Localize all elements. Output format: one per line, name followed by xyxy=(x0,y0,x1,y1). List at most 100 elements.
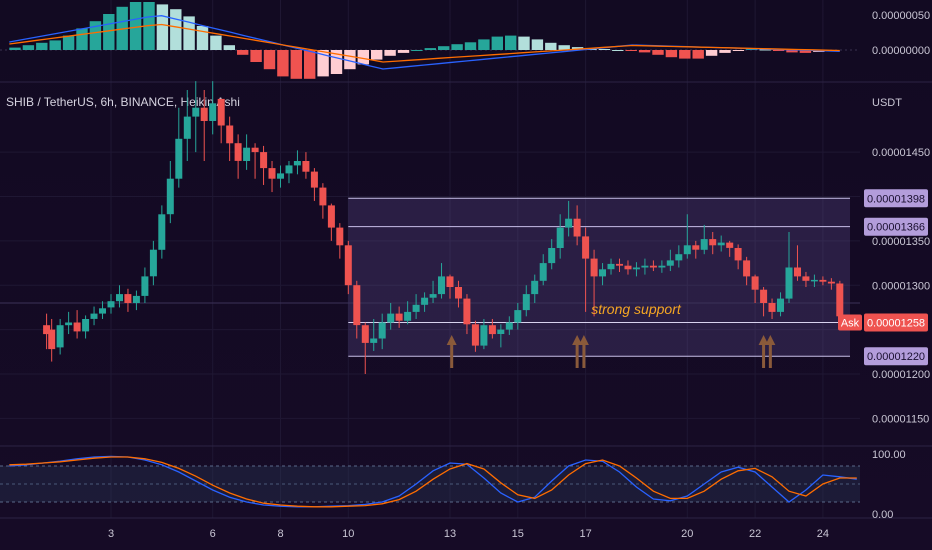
candle-body xyxy=(794,267,801,277)
macd-histogram-bar xyxy=(9,47,21,50)
macd-histogram-bar xyxy=(505,35,517,50)
candle-body xyxy=(760,289,768,303)
macd-pane: 0.00000050 0.00000000 xyxy=(0,2,930,79)
candle-body xyxy=(166,178,174,215)
candle-body xyxy=(302,161,310,172)
grid-lines xyxy=(0,0,932,519)
candle-body xyxy=(624,265,632,270)
price-tick-label: 0.00001200 xyxy=(872,369,930,381)
candle-body xyxy=(251,147,259,153)
time-tick-label: 24 xyxy=(817,528,829,540)
candle-body xyxy=(132,295,140,303)
candle-body xyxy=(590,258,598,277)
macd-histogram-bar xyxy=(210,35,222,50)
candle-body xyxy=(116,294,123,302)
macd-histogram-bar xyxy=(438,46,450,50)
candle-body xyxy=(607,263,615,270)
price-tick-label: 0.00001350 xyxy=(872,236,930,248)
candle-body xyxy=(268,168,276,179)
macd-histogram-bar xyxy=(746,49,758,50)
candle-body xyxy=(158,214,166,250)
stoch-d-line xyxy=(9,456,857,508)
stoch-tick-label: 0.00 xyxy=(872,509,893,521)
macd-histogram-bar xyxy=(598,49,611,50)
candle-body xyxy=(404,311,412,321)
macd-histogram-bar xyxy=(49,40,61,50)
level-value: 0.00001366 xyxy=(867,222,925,234)
price-channel xyxy=(0,197,860,357)
macd-histogram-bar xyxy=(679,50,691,59)
time-tick-label: 22 xyxy=(749,528,761,540)
macd-histogram-bar xyxy=(317,50,329,77)
up-arrow-icon xyxy=(758,335,769,368)
macd-histogram-bar xyxy=(464,42,477,50)
channel-fill xyxy=(348,198,851,357)
macd-histogram-bar xyxy=(719,50,731,53)
time-tick-label: 17 xyxy=(579,528,591,540)
candle-body xyxy=(717,242,725,246)
candle-body xyxy=(370,338,378,343)
candle-body xyxy=(683,245,691,255)
candle-body xyxy=(658,265,666,268)
macd-histogram-bar xyxy=(36,42,48,50)
candle-body xyxy=(768,303,776,312)
candle-body xyxy=(666,260,674,266)
chart-title: SHIB / TetherUS, 6h, BINANCE, Heikin Ash… xyxy=(6,95,240,109)
candle-body xyxy=(836,283,844,317)
candle-body xyxy=(124,294,132,303)
macd-tick-label: 0.00000050 xyxy=(872,10,930,22)
macd-histogram-bar xyxy=(625,50,637,51)
macd-histogram-bar xyxy=(196,26,209,50)
macd-histogram-bar xyxy=(478,39,490,50)
macd-tick-label: 0.00000000 xyxy=(872,45,930,57)
macd-histogram-bar xyxy=(156,4,169,50)
candle-body xyxy=(260,152,268,169)
candle-body xyxy=(548,248,556,264)
candle-body xyxy=(141,276,149,296)
candle-body xyxy=(556,227,564,248)
candle-body xyxy=(90,313,98,319)
macd-histogram-bar xyxy=(665,50,678,58)
candle-body xyxy=(751,276,759,290)
level-price-tag: 0.00001398 xyxy=(864,189,928,208)
price-axis: 0.00001450 0.00001350 0.00001300 0.00001200… xyxy=(872,147,930,425)
macd-histogram-bar xyxy=(759,49,771,51)
macd-histogram-bar xyxy=(411,50,423,51)
macd-histogram-bar xyxy=(612,50,624,51)
macd-histogram-bar xyxy=(344,50,356,70)
candle-body xyxy=(429,294,437,298)
macd-histogram-bar xyxy=(531,39,544,50)
candle-body xyxy=(361,325,369,343)
candle-body xyxy=(43,325,51,335)
candle-body xyxy=(107,301,115,308)
candle-body xyxy=(573,218,581,237)
up-arrow-head xyxy=(446,335,457,345)
support-arrows xyxy=(446,335,776,368)
candle-body xyxy=(65,322,73,326)
candle-body xyxy=(539,263,547,281)
up-arrow-head xyxy=(578,335,589,345)
candle-body xyxy=(455,287,462,299)
macd-histogram-bar xyxy=(772,50,785,51)
macd-histogram-bar xyxy=(277,50,289,77)
candle-body xyxy=(327,205,335,228)
time-axis: 3 6 8 10 13 15 17 20 22 24 xyxy=(108,528,829,540)
macd-histogram-bar xyxy=(330,50,343,74)
candle-body xyxy=(649,265,657,268)
macd-histogram-bar xyxy=(518,36,530,50)
candle-body xyxy=(395,313,403,321)
ask-label-box xyxy=(838,314,862,331)
candle-body xyxy=(827,281,835,284)
macd-histogram-bar xyxy=(76,28,88,50)
up-arrow-icon xyxy=(578,335,589,368)
strong-support-annotation: strong support xyxy=(591,301,682,317)
macd-histogram-bar xyxy=(170,9,182,50)
candle-body xyxy=(387,313,395,323)
candle-body xyxy=(48,329,56,350)
candle-body xyxy=(692,245,700,250)
candle-body xyxy=(785,267,793,299)
candle-body xyxy=(353,285,361,326)
stoch-k-line xyxy=(9,455,857,508)
